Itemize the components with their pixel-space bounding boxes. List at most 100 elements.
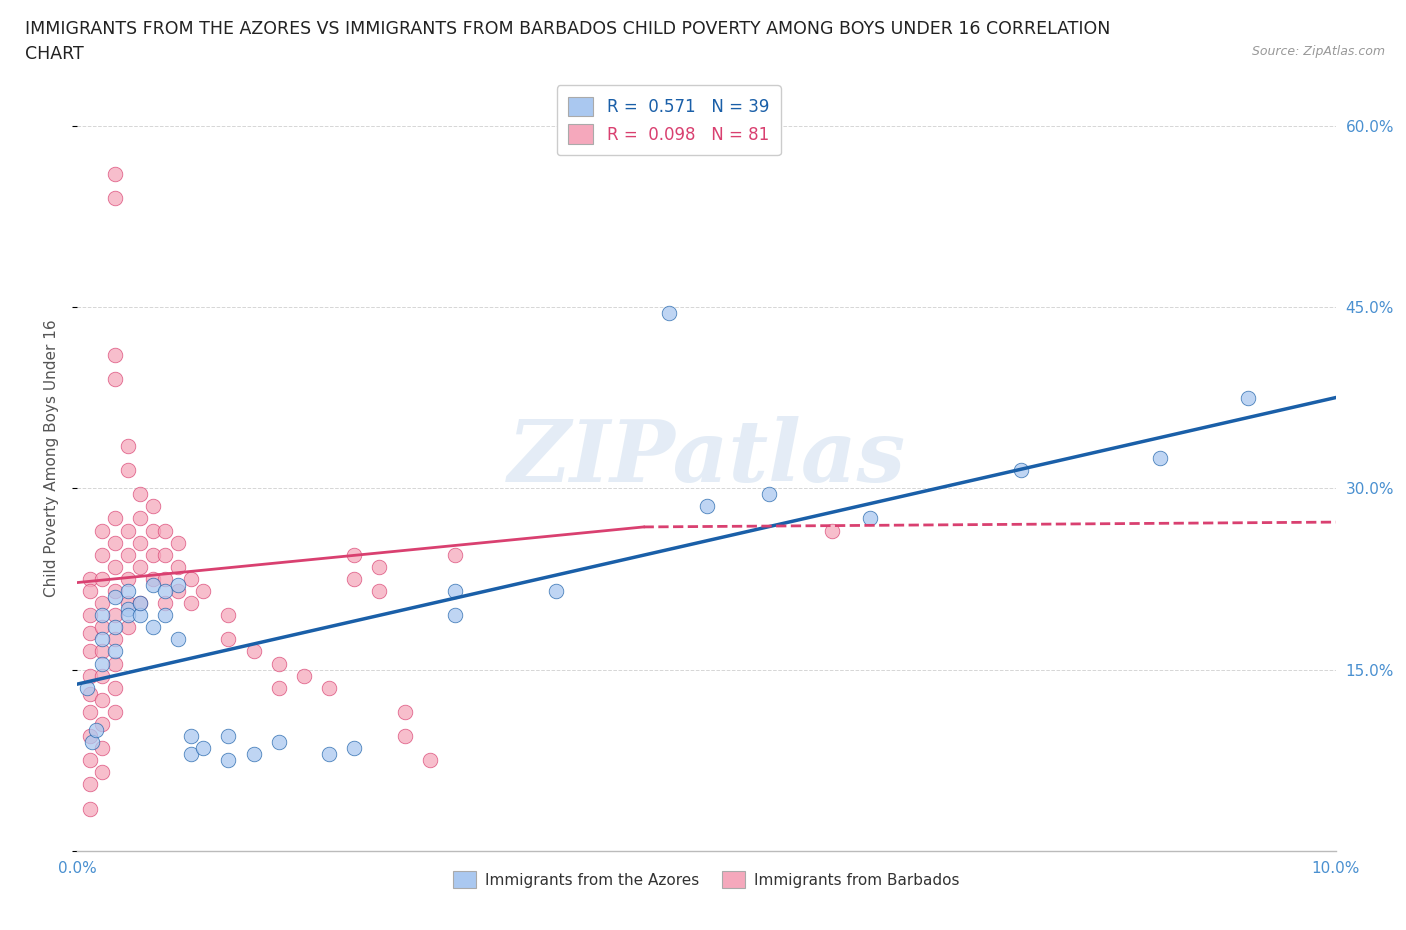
Point bbox=[394, 705, 416, 720]
Point bbox=[91, 596, 114, 611]
Point bbox=[104, 620, 127, 635]
Point bbox=[155, 547, 177, 562]
Point bbox=[82, 735, 104, 750]
Point bbox=[758, 487, 780, 502]
Point bbox=[91, 608, 114, 623]
Point bbox=[84, 723, 107, 737]
Point bbox=[167, 560, 190, 575]
Point bbox=[544, 584, 567, 599]
Point bbox=[117, 602, 139, 617]
Point bbox=[217, 753, 239, 768]
Point bbox=[142, 523, 165, 538]
Point bbox=[267, 735, 290, 750]
Text: IMMIGRANTS FROM THE AZORES VS IMMIGRANTS FROM BARBADOS CHILD POVERTY AMONG BOYS : IMMIGRANTS FROM THE AZORES VS IMMIGRANTS… bbox=[25, 20, 1111, 38]
Point bbox=[79, 584, 101, 599]
Legend: Immigrants from the Azores, Immigrants from Barbados: Immigrants from the Azores, Immigrants f… bbox=[447, 865, 966, 895]
Point bbox=[79, 571, 101, 587]
Point bbox=[129, 512, 152, 526]
Point bbox=[180, 571, 202, 587]
Point bbox=[79, 608, 101, 623]
Text: CHART: CHART bbox=[25, 45, 84, 62]
Point bbox=[91, 717, 114, 732]
Point bbox=[117, 608, 139, 623]
Point bbox=[142, 571, 165, 587]
Point bbox=[191, 584, 215, 599]
Point bbox=[76, 681, 98, 696]
Point bbox=[117, 463, 139, 478]
Point bbox=[368, 584, 391, 599]
Point bbox=[859, 512, 882, 526]
Point bbox=[117, 439, 139, 454]
Point bbox=[129, 608, 152, 623]
Point bbox=[104, 644, 127, 658]
Point bbox=[343, 547, 366, 562]
Point bbox=[79, 753, 101, 768]
Point bbox=[167, 632, 190, 647]
Text: Source: ZipAtlas.com: Source: ZipAtlas.com bbox=[1251, 45, 1385, 58]
Point bbox=[129, 596, 152, 611]
Point bbox=[318, 747, 340, 762]
Point bbox=[117, 584, 139, 599]
Point bbox=[104, 705, 127, 720]
Point bbox=[394, 729, 416, 744]
Point bbox=[368, 560, 391, 575]
Point bbox=[104, 166, 127, 181]
Point bbox=[318, 681, 340, 696]
Point bbox=[104, 657, 127, 671]
Point bbox=[155, 571, 177, 587]
Point bbox=[292, 669, 315, 684]
Point bbox=[658, 306, 681, 321]
Point bbox=[129, 596, 152, 611]
Point bbox=[1149, 451, 1171, 466]
Point bbox=[242, 644, 264, 658]
Point bbox=[104, 512, 127, 526]
Point bbox=[217, 608, 239, 623]
Y-axis label: Child Poverty Among Boys Under 16: Child Poverty Among Boys Under 16 bbox=[44, 319, 59, 597]
Point bbox=[104, 681, 127, 696]
Point bbox=[91, 620, 114, 635]
Point bbox=[117, 547, 139, 562]
Point bbox=[91, 523, 114, 538]
Point bbox=[91, 740, 114, 755]
Point bbox=[117, 523, 139, 538]
Point bbox=[79, 686, 101, 701]
Text: ZIPatlas: ZIPatlas bbox=[508, 417, 905, 499]
Point bbox=[79, 802, 101, 817]
Point bbox=[104, 536, 127, 551]
Point bbox=[129, 487, 152, 502]
Point bbox=[104, 560, 127, 575]
Point bbox=[129, 560, 152, 575]
Point bbox=[267, 681, 290, 696]
Point bbox=[104, 632, 127, 647]
Point bbox=[91, 692, 114, 708]
Point bbox=[167, 584, 190, 599]
Point bbox=[91, 669, 114, 684]
Point bbox=[267, 657, 290, 671]
Point bbox=[79, 644, 101, 658]
Point bbox=[142, 578, 165, 592]
Point bbox=[104, 590, 127, 604]
Point bbox=[343, 740, 366, 755]
Point bbox=[117, 596, 139, 611]
Point bbox=[696, 499, 718, 514]
Point bbox=[444, 608, 467, 623]
Point bbox=[104, 584, 127, 599]
Point bbox=[419, 753, 441, 768]
Point bbox=[104, 608, 127, 623]
Point bbox=[343, 571, 366, 587]
Point bbox=[1236, 391, 1258, 405]
Point bbox=[129, 536, 152, 551]
Point bbox=[79, 669, 101, 684]
Point bbox=[242, 747, 264, 762]
Point bbox=[217, 632, 239, 647]
Point bbox=[191, 740, 215, 755]
Point bbox=[167, 578, 190, 592]
Point bbox=[821, 523, 844, 538]
Point bbox=[167, 536, 190, 551]
Point bbox=[444, 547, 467, 562]
Point bbox=[91, 657, 114, 671]
Point bbox=[155, 608, 177, 623]
Point bbox=[180, 596, 202, 611]
Point bbox=[155, 596, 177, 611]
Point bbox=[79, 729, 101, 744]
